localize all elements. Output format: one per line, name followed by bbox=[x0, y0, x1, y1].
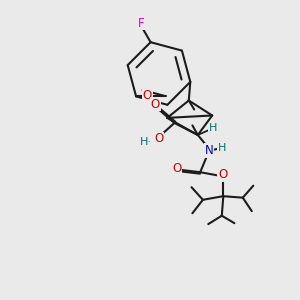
Text: F: F bbox=[138, 16, 145, 29]
Text: H·: H· bbox=[140, 137, 152, 147]
Text: O: O bbox=[154, 132, 164, 146]
Text: N: N bbox=[205, 144, 214, 157]
Text: O: O bbox=[218, 168, 227, 181]
Text: H: H bbox=[209, 123, 218, 134]
Text: O: O bbox=[151, 98, 160, 111]
Text: O: O bbox=[172, 162, 182, 175]
Text: O: O bbox=[143, 89, 152, 102]
Text: H: H bbox=[218, 143, 226, 153]
